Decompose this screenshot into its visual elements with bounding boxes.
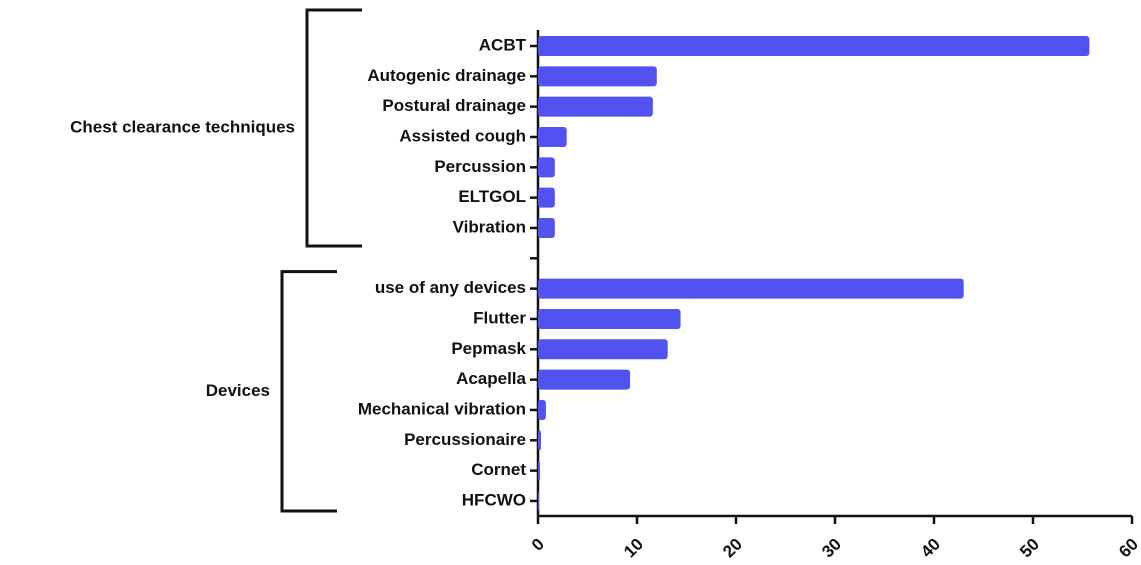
y-tick-label: use of any devices xyxy=(375,278,526,297)
y-tick-label: ELTGOL xyxy=(458,187,526,206)
x-tick-label: 20 xyxy=(719,535,746,562)
bar xyxy=(538,66,657,87)
y-tick-label: Vibration xyxy=(453,217,526,236)
bar xyxy=(538,430,541,451)
bar xyxy=(538,96,653,117)
y-tick-label: Assisted cough xyxy=(399,126,526,145)
x-tick-label: 50 xyxy=(1016,535,1043,562)
y-tick-label: ACBT xyxy=(479,35,527,54)
x-tick-label: 10 xyxy=(620,535,647,562)
y-tick-label: Flutter xyxy=(473,308,526,327)
y-tick-label: Percussion xyxy=(434,157,526,176)
group-bracket xyxy=(280,270,337,513)
bar xyxy=(538,36,1090,56)
y-tick-label: Postural drainage xyxy=(382,96,526,115)
y-tick-label: HFCWO xyxy=(462,490,526,509)
x-tick-label: 40 xyxy=(917,535,944,562)
bar xyxy=(538,369,631,390)
bar xyxy=(538,278,964,299)
group-label: Chest clearance techniques xyxy=(70,117,295,136)
bar xyxy=(538,490,539,511)
y-tick-label: Autogenic drainage xyxy=(367,66,526,85)
bar xyxy=(538,460,540,481)
y-tick-label: Cornet xyxy=(471,460,526,479)
bar xyxy=(538,157,555,178)
bar xyxy=(538,217,555,238)
bar xyxy=(538,126,567,147)
x-tick-label: 60 xyxy=(1115,535,1141,562)
group-bracket xyxy=(305,8,362,248)
bar xyxy=(538,187,555,208)
y-tick-label: Acapella xyxy=(456,369,526,388)
x-tick-label: 0 xyxy=(528,535,548,555)
bar xyxy=(538,308,681,329)
x-tick-label: 30 xyxy=(818,535,845,562)
bar xyxy=(538,339,668,360)
bar xyxy=(538,399,546,420)
y-tick-label: Pepmask xyxy=(451,339,526,358)
group-label: Devices xyxy=(206,381,270,400)
y-tick-label: Mechanical vibration xyxy=(358,399,526,418)
y-tick-label: Percussionaire xyxy=(404,430,526,449)
